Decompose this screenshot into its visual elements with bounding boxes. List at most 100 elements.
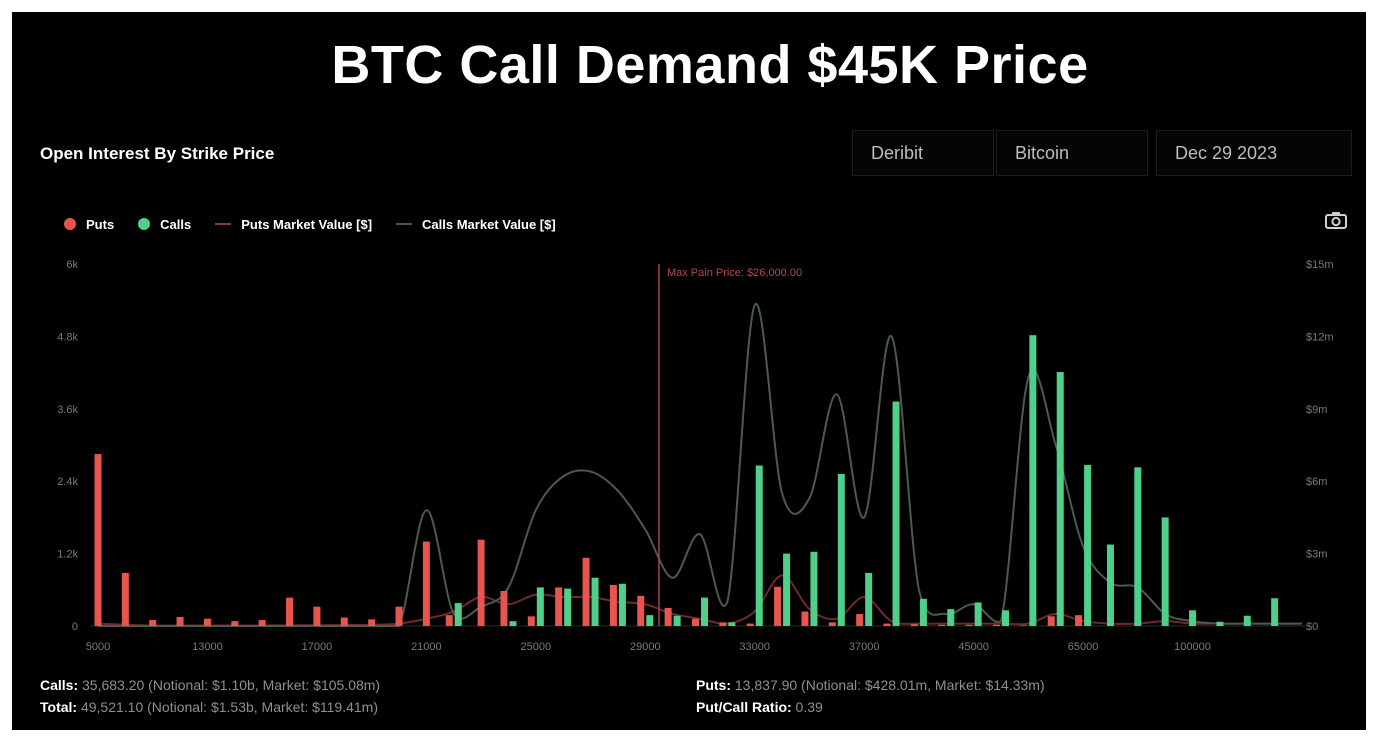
put-bar bbox=[1047, 616, 1055, 626]
exchange-filter[interactable]: Deribit bbox=[852, 130, 994, 176]
put-bar bbox=[445, 615, 453, 626]
puts-summary-label: Puts: bbox=[696, 677, 731, 693]
put-bar bbox=[1020, 625, 1028, 626]
camera-icon[interactable] bbox=[1324, 210, 1348, 230]
x-tick-label: 25000 bbox=[521, 641, 552, 653]
call-bar bbox=[509, 621, 517, 626]
put-bar bbox=[368, 619, 376, 626]
call-bar bbox=[1084, 464, 1092, 626]
call-bar bbox=[1002, 610, 1009, 626]
call-bar bbox=[1056, 371, 1064, 626]
put-bar bbox=[856, 613, 864, 626]
y-right-tick-label: $15m bbox=[1306, 259, 1334, 271]
legend-puts[interactable]: Puts bbox=[64, 217, 114, 232]
puts-summary-value: 13,837.90 (Notional: $428.01m, Market: $… bbox=[731, 677, 1045, 693]
expiry-filter-label: Dec 29 2023 bbox=[1175, 142, 1278, 163]
ratio-summary-value: 0.39 bbox=[791, 699, 823, 715]
x-tick-label: 65000 bbox=[1068, 641, 1099, 653]
put-bar bbox=[527, 616, 535, 626]
y-right-tick-label: $9m bbox=[1306, 404, 1327, 416]
asset-filter[interactable]: Bitcoin bbox=[996, 130, 1148, 176]
max-pain-label: Max Pain Price: $26,000.00 bbox=[667, 267, 802, 279]
x-tick-label: 5000 bbox=[86, 641, 110, 653]
x-tick-label: 17000 bbox=[302, 641, 333, 653]
puts-market-value-line bbox=[97, 574, 1302, 627]
legend-calls-market-value-label: Calls Market Value [$] bbox=[422, 216, 556, 232]
call-bar bbox=[728, 622, 736, 626]
put-bar bbox=[883, 623, 891, 626]
calls-summary: Calls: 35,683.20 (Notional: $1.10b, Mark… bbox=[40, 674, 380, 696]
put-bar bbox=[801, 611, 809, 626]
legend-calls-label: Calls bbox=[160, 216, 192, 232]
put-bar bbox=[692, 618, 699, 626]
call-bar bbox=[837, 473, 845, 626]
call-bar bbox=[1029, 335, 1037, 626]
call-bar bbox=[947, 609, 955, 626]
call-bar bbox=[865, 572, 873, 626]
put-bar bbox=[774, 586, 782, 626]
call-bar bbox=[783, 553, 791, 626]
y-right-tick-label: $12m bbox=[1306, 331, 1334, 343]
call-bar bbox=[755, 465, 763, 626]
y-left-tick-label: 3.6k bbox=[57, 404, 78, 416]
expiry-filter[interactable]: Dec 29 2023 bbox=[1156, 130, 1352, 176]
put-bar bbox=[313, 606, 321, 626]
legend-puts-market-value[interactable]: Puts Market Value [$] bbox=[215, 217, 372, 232]
legend-puts-label: Puts bbox=[86, 216, 115, 232]
put-bar bbox=[340, 617, 348, 626]
put-bar bbox=[231, 621, 239, 626]
calls-dot-icon bbox=[138, 218, 151, 230]
call-bar bbox=[1161, 517, 1169, 626]
calls-summary-label: Calls: bbox=[40, 677, 79, 693]
put-bar bbox=[1075, 615, 1083, 626]
put-bar bbox=[938, 624, 946, 626]
put-bar bbox=[477, 539, 485, 626]
put-bar bbox=[719, 622, 727, 626]
call-bar bbox=[454, 603, 462, 626]
call-bar bbox=[919, 598, 927, 626]
puts-dot-icon bbox=[64, 218, 76, 230]
ratio-summary-label: Put/Call Ratio: bbox=[696, 699, 792, 715]
legend-calls-market-value[interactable]: Calls Market Value [$] bbox=[396, 217, 556, 232]
legend-calls[interactable]: Calls bbox=[138, 217, 191, 232]
calls-summary-value: 35,683.20 (Notional: $1.10b, Market: $10… bbox=[78, 677, 381, 693]
put-bar bbox=[965, 624, 973, 626]
call-bar bbox=[1189, 610, 1197, 626]
call-bar bbox=[673, 615, 681, 626]
call-bar bbox=[974, 602, 982, 626]
put-bar bbox=[910, 624, 918, 626]
chart-frame: BTC Call Demand $45K Price Open Interest… bbox=[12, 12, 1366, 730]
x-tick-label: 33000 bbox=[739, 641, 770, 653]
call-bar bbox=[1134, 467, 1142, 626]
put-bar bbox=[582, 557, 590, 626]
x-tick-label: 37000 bbox=[849, 641, 880, 653]
call-bar bbox=[1243, 615, 1251, 626]
put-bar bbox=[286, 597, 294, 626]
put-bar bbox=[746, 623, 754, 626]
call-bar bbox=[646, 615, 654, 626]
put-bar bbox=[637, 595, 645, 626]
puts-line-icon bbox=[215, 223, 232, 225]
put-bar bbox=[828, 622, 836, 626]
chart-legend: Puts Calls Puts Market Value [$] Calls M… bbox=[64, 214, 580, 234]
y-left-tick-label: 1.2k bbox=[57, 549, 78, 561]
y-left-tick-label: 2.4k bbox=[57, 476, 78, 488]
call-bar bbox=[591, 577, 599, 626]
total-summary-label: Total: bbox=[40, 699, 78, 715]
put-bar bbox=[500, 591, 508, 626]
asset-filter-label: Bitcoin bbox=[1015, 142, 1070, 163]
y-left-tick-label: 0 bbox=[72, 621, 78, 633]
total-summary: Total: 49,521.10 (Notional: $1.53b, Mark… bbox=[40, 696, 380, 718]
call-bar bbox=[1106, 544, 1114, 626]
put-bar bbox=[664, 607, 672, 626]
put-bar bbox=[555, 587, 563, 626]
put-bar bbox=[121, 572, 129, 626]
call-bar bbox=[564, 588, 572, 626]
legend-puts-market-value-label: Puts Market Value [$] bbox=[241, 216, 373, 232]
x-tick-label: 29000 bbox=[630, 641, 661, 653]
x-tick-label: 21000 bbox=[411, 641, 442, 653]
x-tick-label: 100000 bbox=[1174, 641, 1211, 653]
call-bar bbox=[618, 583, 626, 626]
x-tick-label: 13000 bbox=[192, 641, 223, 653]
panel-title: Open Interest By Strike Price bbox=[40, 144, 275, 163]
